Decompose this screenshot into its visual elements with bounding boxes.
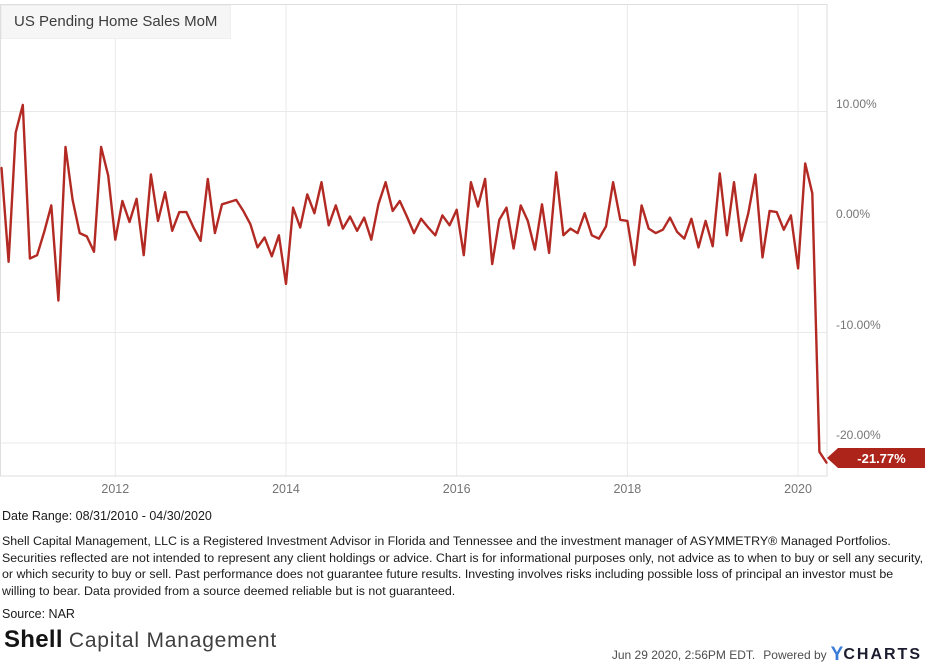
y-axis-tick-label: -20.00% <box>836 428 881 442</box>
line-chart-plot <box>0 4 828 477</box>
date-range-label: Date Range: 08/31/2010 - 04/30/2020 <box>2 509 212 523</box>
y-axis-tick-label: -10.00% <box>836 317 881 332</box>
x-axis-tick-label: 2020 <box>784 482 812 496</box>
chart-title: US Pending Home Sales MoM <box>14 13 218 30</box>
source-label: Source: NAR <box>2 607 75 621</box>
plot-border <box>0 4 828 477</box>
y-axis-tick-label: 0.00% <box>836 207 871 221</box>
brand-name-bold: Shell <box>4 626 63 653</box>
y-axis-tick-label: 10.00% <box>836 96 877 111</box>
last-value-badge: -21.77% <box>838 448 925 468</box>
x-axis-tick-label: 2012 <box>101 482 130 496</box>
brand-name-rest: Capital Management <box>68 629 278 652</box>
powered-by-label: Powered by <box>763 647 827 662</box>
ycharts-logo: Y CHARTS <box>831 645 922 664</box>
shell-capital-logo: Shell Capital Management <box>4 626 277 654</box>
x-axis-tick-label: 2014 <box>272 482 300 496</box>
disclaimer-text: Shell Capital Management, LLC is a Regis… <box>2 534 924 599</box>
ycharts-logo-y: Y <box>830 644 844 665</box>
timestamp: Jun 29 2020, 2:56PM EDT. <box>611 647 756 662</box>
footer-right: Jun 29 2020, 2:56PM EDT. Powered by Y CH… <box>612 645 922 664</box>
ycharts-logo-charts: CHARTS <box>843 645 922 663</box>
x-axis-tick-label: 2018 <box>613 482 642 496</box>
last-value-badge-arrow-icon <box>827 448 838 468</box>
series-line <box>0 103 828 464</box>
chart-title-box: US Pending Home Sales MoM <box>1 5 232 39</box>
x-axis-tick-label: 2016 <box>442 482 471 496</box>
